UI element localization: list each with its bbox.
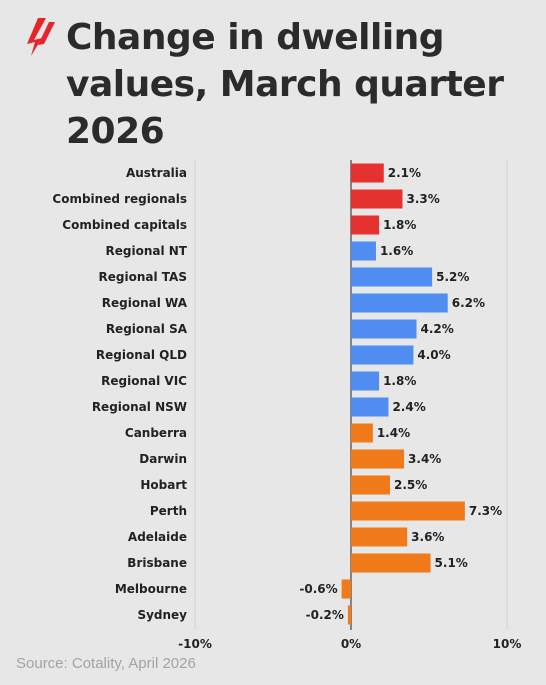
chart-title: Change in dwelling values, March quarter… (66, 17, 504, 152)
data-label: 2.1% (388, 166, 421, 180)
bar (351, 267, 433, 287)
bar (351, 345, 414, 365)
data-label: 1.4% (377, 426, 410, 440)
category-label: Regional WA (102, 296, 188, 310)
bar (351, 397, 389, 417)
category-label: Perth (150, 504, 187, 518)
data-label: -0.6% (299, 582, 337, 596)
category-label: Regional VIC (101, 374, 187, 388)
data-label: 7.3% (469, 504, 502, 518)
bar (351, 163, 384, 183)
category-label: Australia (126, 166, 187, 180)
data-label: 2.5% (394, 478, 427, 492)
x-tick-label: 10% (493, 637, 522, 650)
data-label: -0.2% (306, 608, 344, 622)
category-label: Melbourne (115, 582, 187, 596)
category-label: Brisbane (127, 556, 187, 570)
bar (351, 215, 380, 235)
category-label: Regional QLD (96, 348, 187, 362)
data-label: 2.4% (392, 400, 425, 414)
category-label: Hobart (140, 478, 187, 492)
source-note: Source: Cotality, April 2026 (16, 655, 196, 672)
category-label: Regional NT (106, 244, 188, 258)
category-label: Regional SA (106, 322, 188, 336)
category-label: Darwin (139, 452, 187, 466)
bar-chart: -10% 0% 10% Australia 2.1% Combined regionals… (52, 160, 522, 650)
data-label: 1.8% (383, 218, 416, 232)
bar (351, 475, 390, 495)
data-label: 3.4% (408, 452, 441, 466)
bar (351, 501, 465, 521)
bar (351, 241, 376, 261)
bar (351, 319, 417, 339)
data-label: 4.2% (421, 322, 454, 336)
data-label: 3.3% (406, 192, 439, 206)
x-tick-label: -10% (178, 637, 212, 650)
bar (351, 293, 448, 313)
x-tick-label: 0% (341, 637, 361, 650)
category-label: Canberra (125, 426, 187, 440)
bar (351, 423, 373, 443)
bar (341, 579, 351, 599)
bar (351, 189, 403, 209)
data-label: 1.6% (380, 244, 413, 258)
bar (351, 371, 380, 391)
bar (351, 449, 405, 469)
category-label: Regional NSW (92, 400, 187, 414)
category-label: Combined regionals (52, 192, 187, 206)
data-label: 1.8% (383, 374, 416, 388)
category-label: Combined capitals (62, 218, 187, 232)
data-label: 4.0% (417, 348, 450, 362)
data-label: 6.2% (452, 296, 485, 310)
category-label: Adelaide (128, 530, 187, 544)
data-label: 3.6% (411, 530, 444, 544)
bar (347, 605, 351, 625)
bar (351, 527, 408, 547)
data-label: 5.2% (436, 270, 469, 284)
bar (351, 553, 431, 573)
category-label: Regional TAS (99, 270, 187, 284)
data-label: 5.1% (435, 556, 468, 570)
sbs-logo-icon (27, 18, 55, 56)
category-label: Sydney (137, 608, 187, 622)
